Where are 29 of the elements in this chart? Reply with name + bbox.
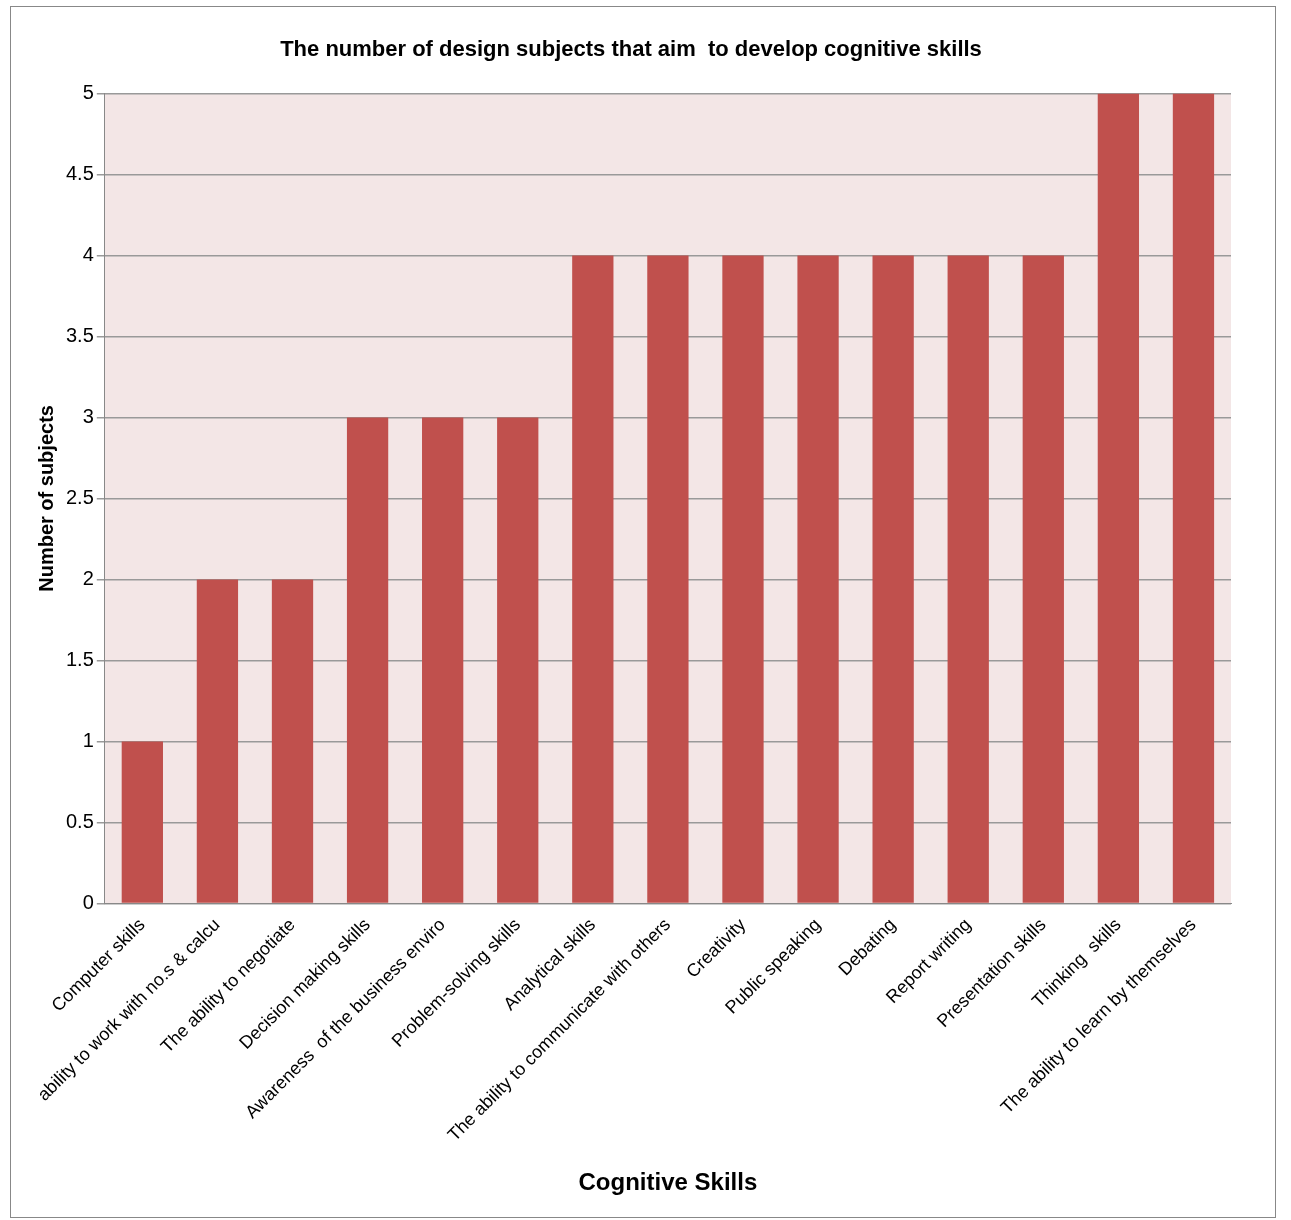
bar (121, 741, 163, 903)
y-axis-title: Number of subjects (34, 405, 57, 592)
bar (797, 255, 839, 903)
y-tick-label: 3 (82, 404, 94, 427)
y-tick-label: 3.5 (65, 323, 94, 346)
y-tick-label: 1.5 (65, 647, 94, 670)
bar (497, 417, 539, 903)
bar (1172, 93, 1215, 903)
chart-title: The number of design subjects that aim to develop cognitive skills (280, 36, 982, 62)
y-tick-label: 2.5 (65, 485, 94, 508)
bar (722, 255, 764, 903)
y-tick-label: 4 (82, 242, 94, 265)
bar (1022, 255, 1064, 903)
bar (271, 579, 314, 903)
y-tick-label: 2 (82, 566, 94, 589)
bar (1097, 93, 1140, 903)
bar (947, 255, 989, 903)
y-tick-label: 0.5 (65, 809, 94, 832)
y-tick-label: 0 (82, 890, 94, 913)
bar (422, 417, 464, 903)
bar (872, 255, 914, 903)
bar (647, 255, 689, 903)
y-tick-label: 4.5 (65, 161, 94, 184)
y-tick-label: 1 (82, 728, 94, 751)
bar (346, 417, 389, 903)
y-tick-label: 5 (82, 80, 94, 103)
bar (196, 579, 239, 903)
x-axis-title: Cognitive Skills (578, 1168, 758, 1196)
bar (572, 255, 614, 903)
